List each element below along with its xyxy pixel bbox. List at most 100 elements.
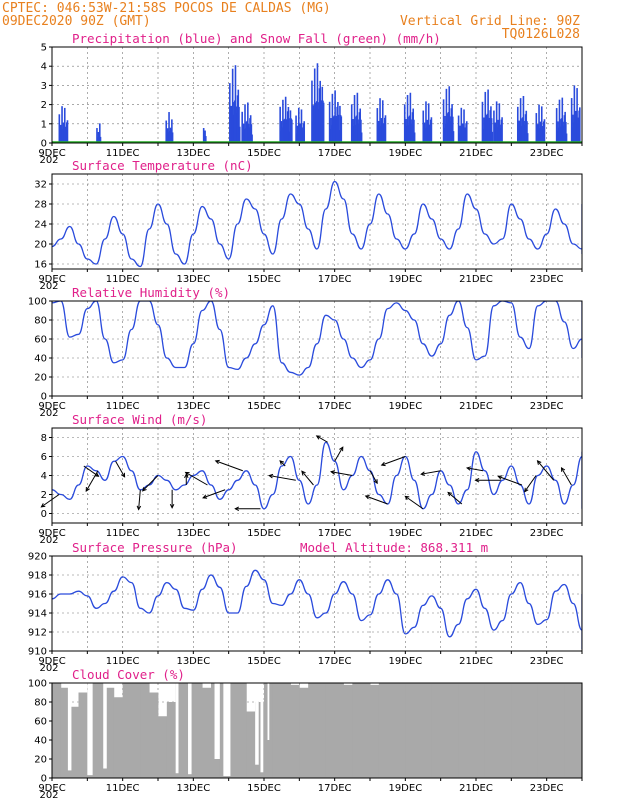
cloud-gap xyxy=(188,683,192,775)
x-tick-label: 19DEC xyxy=(388,783,422,794)
y-tick-label: 100 xyxy=(28,679,47,690)
precip-bar xyxy=(61,106,63,143)
precip-bar xyxy=(526,133,529,143)
y-tick-label: 60 xyxy=(34,335,47,346)
cloud-bar xyxy=(308,683,318,778)
cloud-bar xyxy=(476,683,486,778)
panel-title: Surface Pressure (hPa) xyxy=(72,540,238,555)
y-tick-label: 2 xyxy=(41,100,47,111)
x-tick-label: 11DEC xyxy=(106,656,140,667)
y-tick-label: 60 xyxy=(34,717,47,728)
wind-arrow-head xyxy=(40,503,46,508)
precip-bar xyxy=(96,128,98,143)
x-tick-label: 23DEC xyxy=(530,401,564,412)
x-tick-label: 13DEC xyxy=(176,401,210,412)
x-year-label: 202 xyxy=(39,535,58,546)
cloud-bar xyxy=(237,683,247,778)
x-tick-label: 21DEC xyxy=(459,656,493,667)
cloud-bar xyxy=(228,683,238,778)
cloud-bar xyxy=(493,683,503,778)
cloud-bar xyxy=(158,716,168,778)
cloud-gap xyxy=(87,683,93,776)
x-tick-label: 19DEC xyxy=(388,528,422,539)
precip-bar xyxy=(413,119,415,143)
precip-bar xyxy=(165,120,168,143)
x-tick-label: 9DEC xyxy=(38,274,65,285)
wind-arrow xyxy=(138,489,141,510)
precip-bar xyxy=(498,103,501,143)
y-tick-label: 920 xyxy=(28,552,47,563)
x-tick-label: 11DEC xyxy=(106,528,140,539)
wind-arrow-head xyxy=(234,506,240,512)
precip-bar xyxy=(360,119,362,143)
cloud-bar xyxy=(78,692,88,778)
precip-bar xyxy=(168,112,170,143)
y-tick-label: 4 xyxy=(41,471,47,482)
precip-bar xyxy=(238,106,240,143)
wind-arrow-head xyxy=(268,473,274,479)
precip-bar xyxy=(425,101,427,143)
x-tick-label: 11DEC xyxy=(106,401,140,412)
precip-bar xyxy=(406,95,409,143)
precip-bar xyxy=(465,121,468,143)
cloud-bar xyxy=(361,683,371,778)
precip-bar xyxy=(451,116,454,143)
wind-arrow xyxy=(447,492,463,505)
precip-bar xyxy=(282,99,284,143)
x-tick-label: 21DEC xyxy=(459,274,493,285)
precip-bar xyxy=(491,131,494,143)
x-year-label: 202 xyxy=(39,408,58,419)
wind-arrow xyxy=(421,470,441,475)
precip-bar xyxy=(234,65,237,143)
cloud-gap xyxy=(103,683,107,769)
cloud-bar xyxy=(467,683,477,778)
wind-arrow xyxy=(279,460,286,467)
cloud-bar xyxy=(484,683,495,778)
cloud-bar xyxy=(325,683,336,778)
x-tick-label: 15DEC xyxy=(247,148,281,159)
y-tick-label: 4 xyxy=(41,62,47,73)
precip-bar xyxy=(519,98,522,143)
wind-arrow-head xyxy=(497,475,503,480)
x-tick-label: 23DEC xyxy=(530,274,564,285)
wind-arrow xyxy=(301,470,314,486)
header-location: CPTEC: 046:53W-21:58S POCOS DE CALDAS (M… xyxy=(2,1,331,16)
precip-bar xyxy=(409,92,412,143)
wind-arrow xyxy=(269,475,296,481)
wind-arrow-head xyxy=(404,495,410,501)
x-tick-label: 21DEC xyxy=(459,528,493,539)
wind-arrow xyxy=(316,435,328,443)
x-tick-label: 11DEC xyxy=(106,274,140,285)
cloud-bar xyxy=(281,683,291,778)
precip-bar xyxy=(495,101,498,143)
wind-arrow xyxy=(537,460,555,481)
wind-arrow xyxy=(365,495,388,505)
cloud-bar xyxy=(317,683,327,778)
wind-arrow-head xyxy=(380,461,386,467)
wind-arrow-head xyxy=(536,460,542,465)
wind-arrow xyxy=(330,471,353,476)
x-tick-label: 13DEC xyxy=(176,148,210,159)
cloud-gap xyxy=(260,683,264,773)
wind-arrow-head xyxy=(330,470,336,475)
x-year-label: 202 xyxy=(39,155,58,166)
precip-bar xyxy=(538,104,540,143)
precip-bar xyxy=(311,80,313,143)
precip-bar xyxy=(376,108,379,143)
x-tick-label: 19DEC xyxy=(388,656,422,667)
wind-arrow xyxy=(85,470,99,492)
precip-bar xyxy=(540,106,543,143)
precip-bar xyxy=(229,83,231,143)
x-tick-label: 21DEC xyxy=(459,148,493,159)
cloud-bar xyxy=(149,692,159,778)
x-tick-label: 9DEC xyxy=(38,401,65,412)
panel-frame xyxy=(51,46,583,144)
precip-bar xyxy=(565,121,567,143)
cloud-gap xyxy=(67,683,72,771)
precip-bar xyxy=(576,88,578,143)
cloud-bar xyxy=(175,683,185,778)
rh-series xyxy=(52,301,582,376)
panel-title: Precipitation (blue) and Snow Fall (gree… xyxy=(72,31,441,46)
x-tick-label: 19DEC xyxy=(388,274,422,285)
x-tick-label: 23DEC xyxy=(530,528,564,539)
